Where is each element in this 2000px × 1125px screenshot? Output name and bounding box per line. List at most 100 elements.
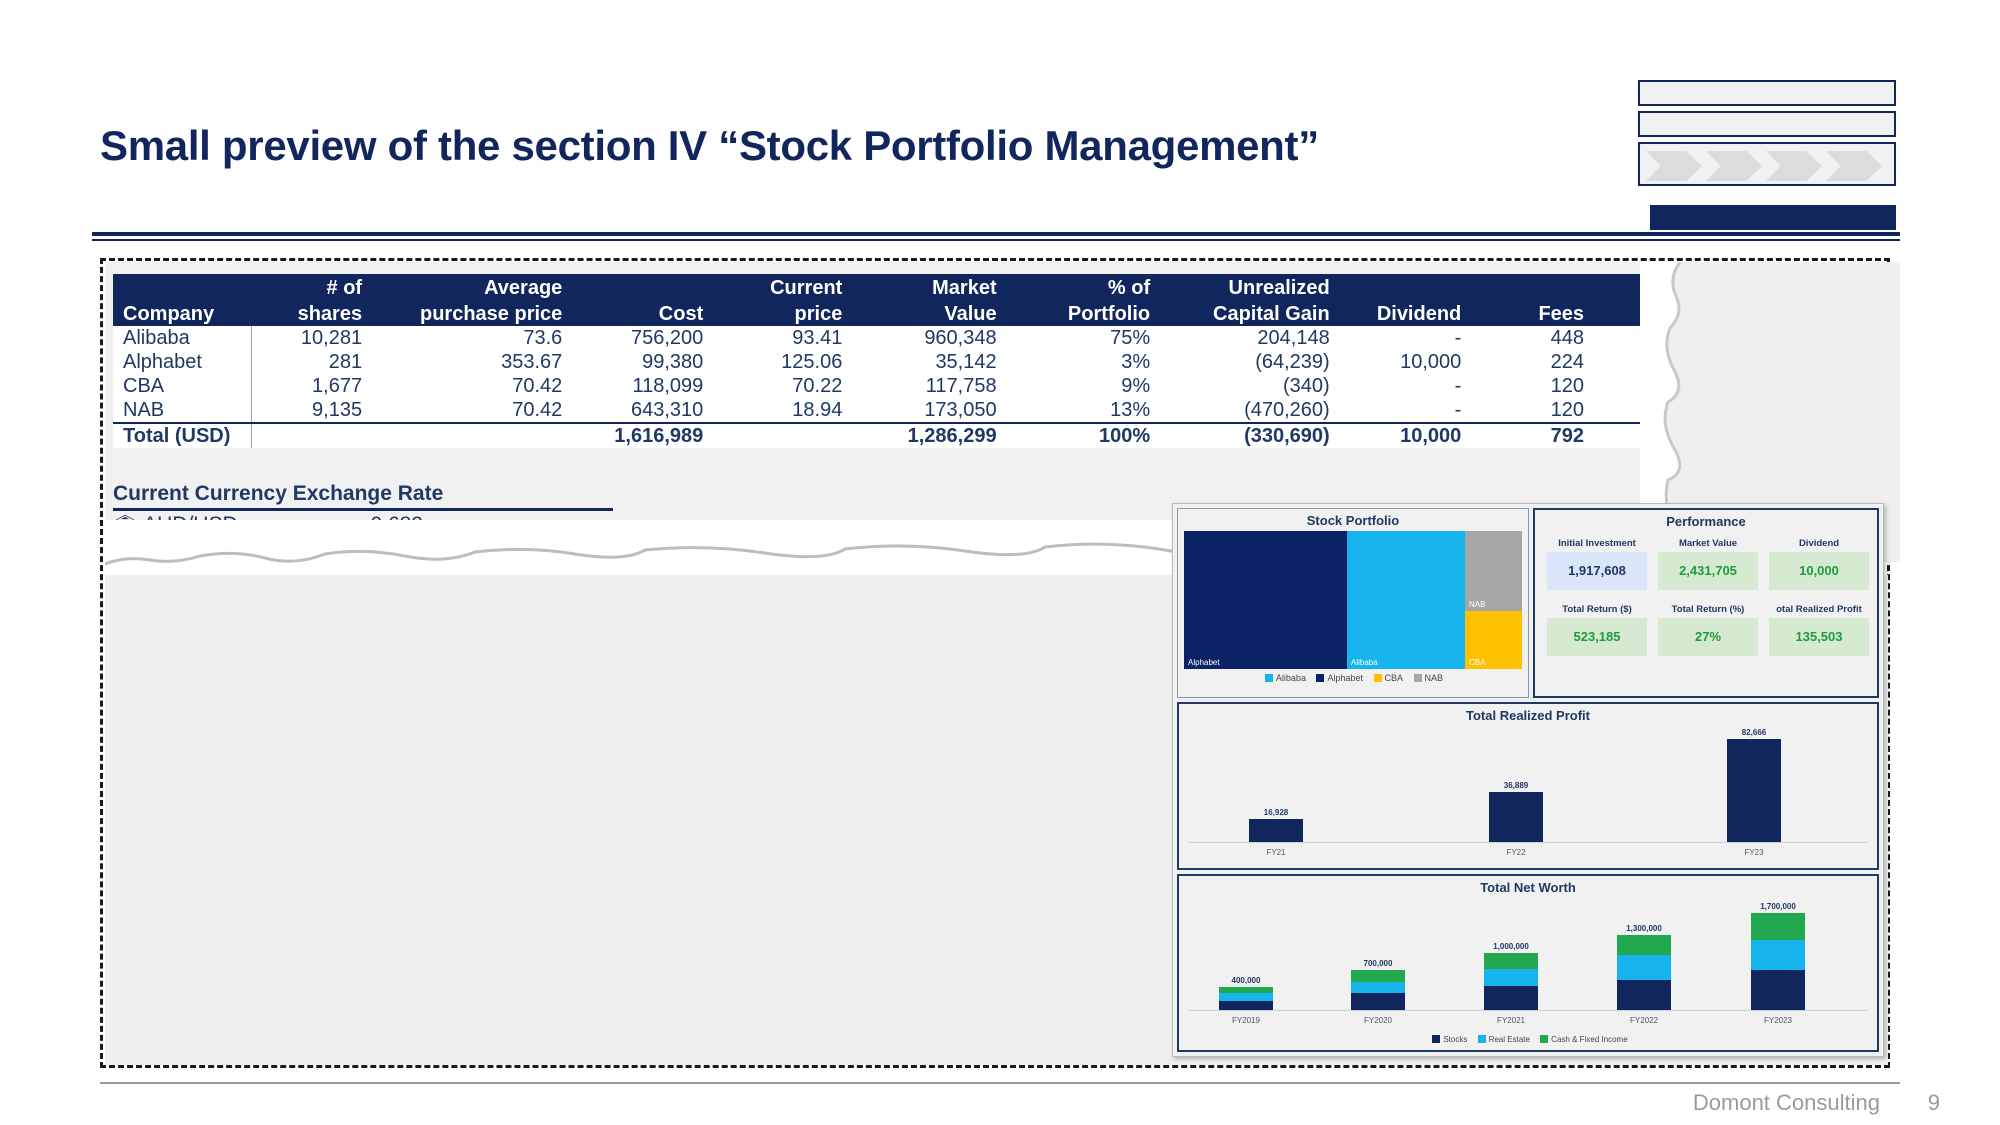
kpi-value: 2,431,705	[1658, 552, 1758, 590]
cell-capital-gain: 204,148	[1160, 326, 1340, 350]
networth-seg-cash	[1219, 987, 1273, 993]
networth-category-label: FY2021	[1496, 1016, 1526, 1025]
networth-bar-group: 1,300,000	[1617, 900, 1671, 1010]
table-row: Alibaba 10,281 73.6 756,200 93.41 960,34…	[113, 326, 1885, 350]
cell-dividend: -	[1339, 326, 1472, 350]
networth-seg-stocks	[1351, 993, 1405, 1010]
kpi-label: otal Realized Profit	[1776, 604, 1862, 615]
legend-item-alphabet: Alphabet	[1316, 673, 1363, 683]
legend-item-real-estate: Real Estate	[1477, 1035, 1530, 1044]
networth-category-label: FY2022	[1629, 1016, 1659, 1025]
cell-dividend: -	[1339, 374, 1472, 398]
networth-seg-cash	[1351, 970, 1405, 982]
performance-title: Performance	[1666, 514, 1746, 529]
th-current-price: price	[713, 300, 853, 326]
networth-bar-value: 1,000,000	[1493, 942, 1529, 951]
cell-cost: 643,310	[572, 398, 714, 423]
treemap-label: Alphabet	[1188, 658, 1220, 667]
legend-item-cba: CBA	[1373, 673, 1404, 683]
cell-total-avg-price	[372, 422, 573, 448]
networth-seg-stocks	[1219, 1001, 1273, 1010]
cell-company: Alibaba	[113, 326, 253, 350]
networth-axis	[1189, 1010, 1867, 1011]
networth-category-label: FY2023	[1763, 1016, 1793, 1025]
total-realized-profit-panel: Total Realized Profit 16,928 FY21 36,889…	[1177, 702, 1879, 870]
networth-seg-stocks	[1484, 986, 1538, 1010]
cell-avg-price: 73.6	[372, 326, 573, 350]
profit-chart-title: Total Realized Profit	[1466, 708, 1590, 723]
legend-item-alibaba: Alibaba	[1264, 673, 1306, 683]
cell-total-pct: 100%	[1006, 422, 1161, 448]
legend-label: Cash & Fixed Income	[1551, 1035, 1628, 1044]
kpi-initial-investment: Initial Investment 1,917,608	[1547, 538, 1647, 590]
kpi-row-2: Total Return ($) 523,185 Total Return (%…	[1547, 604, 1869, 656]
networth-seg-realestate	[1484, 969, 1538, 986]
networth-seg-cash	[1617, 935, 1671, 955]
legend-swatch	[1373, 674, 1382, 682]
cell-market-value: 117,758	[852, 374, 1007, 398]
profit-bar-value: 36,889	[1503, 781, 1529, 790]
networth-legend: Stocks Real Estate Cash & Fixed Income	[1179, 1035, 1881, 1044]
content-frame	[100, 258, 1890, 1068]
th-mktvalue-top: Market	[852, 274, 1007, 300]
cell-market-value: 173,050	[852, 398, 1007, 423]
treemap-column-right: NAB CBA	[1465, 531, 1522, 669]
networth-bar-group: 1,000,000	[1484, 900, 1538, 1010]
legend-swatch	[1316, 674, 1325, 682]
profit-bar-value: 82,666	[1741, 728, 1767, 737]
kpi-row-1: Initial Investment 1,917,608 Market Valu…	[1547, 538, 1869, 590]
cell-current-price: 93.41	[713, 326, 853, 350]
cell-shares: 10,281	[251, 326, 373, 350]
cell-cost: 118,099	[572, 374, 714, 398]
th-dividend-top	[1339, 274, 1472, 300]
kpi-dividend: Dividend 10,000	[1769, 538, 1869, 590]
cell-fees: 120	[1471, 374, 1595, 398]
cell-market-value: 35,142	[852, 350, 1007, 374]
th-shares-top: # of	[251, 274, 373, 300]
legend-label: NAB	[1424, 673, 1444, 683]
stock-portfolio-treemap-panel: Stock Portfolio Alphabet Alibaba NAB CBA…	[1177, 508, 1529, 698]
th-cost-top	[572, 274, 714, 300]
kpi-label: Total Return (%)	[1671, 604, 1745, 615]
table-row: CBA 1,677 70.42 118,099 70.22 117,758 9%…	[113, 374, 1885, 398]
th-pctport-top: % of	[1006, 274, 1161, 300]
profit-category-label: FY21	[1266, 848, 1286, 857]
dashboard-screenshot: Stock Portfolio Alphabet Alibaba NAB CBA…	[1172, 503, 1884, 1057]
page-title: Small preview of the section IV “Stock P…	[100, 122, 1319, 169]
th-shares: shares	[251, 300, 373, 326]
chevron-icon	[1706, 151, 1762, 181]
treemap-block-alibaba: Alibaba	[1347, 531, 1465, 669]
cell-total-label: Total (USD)	[113, 422, 253, 448]
networth-seg-stocks	[1617, 980, 1671, 1010]
networth-chart-title: Total Net Worth	[1480, 880, 1576, 895]
networth-seg-stocks	[1751, 970, 1805, 1010]
legend-label: CBA	[1384, 673, 1404, 683]
kpi-label: Market Value	[1678, 538, 1738, 549]
networth-bar-value: 1,300,000	[1626, 924, 1662, 933]
chevron-icon	[1826, 151, 1882, 181]
cell-company: NAB	[113, 398, 253, 423]
cell-capital-gain: (340)	[1160, 374, 1340, 398]
table-row: NAB 9,135 70.42 643,310 18.94 173,050 13…	[113, 398, 1885, 423]
legend-label: Alphabet	[1327, 673, 1363, 683]
networth-seg-realestate	[1751, 940, 1805, 970]
legend-swatch	[1413, 674, 1422, 682]
total-net-worth-panel: Total Net Worth 400,000 FY2019 700,000 F…	[1177, 874, 1879, 1052]
table-row: Alphabet 281 353.67 99,380 125.06 35,142…	[113, 350, 1885, 374]
networth-seg-realestate	[1351, 982, 1405, 993]
th-market-value: Value	[852, 300, 1007, 326]
performance-panel: Performance Initial Investment 1,917,608…	[1533, 508, 1879, 698]
cell-total-dividend: 10,000	[1339, 422, 1472, 448]
cell-pct-portfolio: 9%	[1006, 374, 1161, 398]
th-avgprice-top: Average	[372, 274, 573, 300]
networth-bar-group: 700,000	[1351, 900, 1405, 1010]
cell-pct-portfolio: 3%	[1006, 350, 1161, 374]
th-unrealized-top: Unrealized	[1160, 274, 1340, 300]
kpi-value: 135,503	[1769, 618, 1869, 656]
table-total-row: Total (USD) 1,616,989 1,286,299 100% (33…	[113, 422, 1885, 448]
cell-capital-gain: (470,260)	[1160, 398, 1340, 423]
cell-capital-gain: (64,239)	[1160, 350, 1340, 374]
header-decoration	[1638, 80, 1896, 195]
cell-fees: 448	[1471, 326, 1595, 350]
cell-shares: 1,677	[251, 374, 373, 398]
